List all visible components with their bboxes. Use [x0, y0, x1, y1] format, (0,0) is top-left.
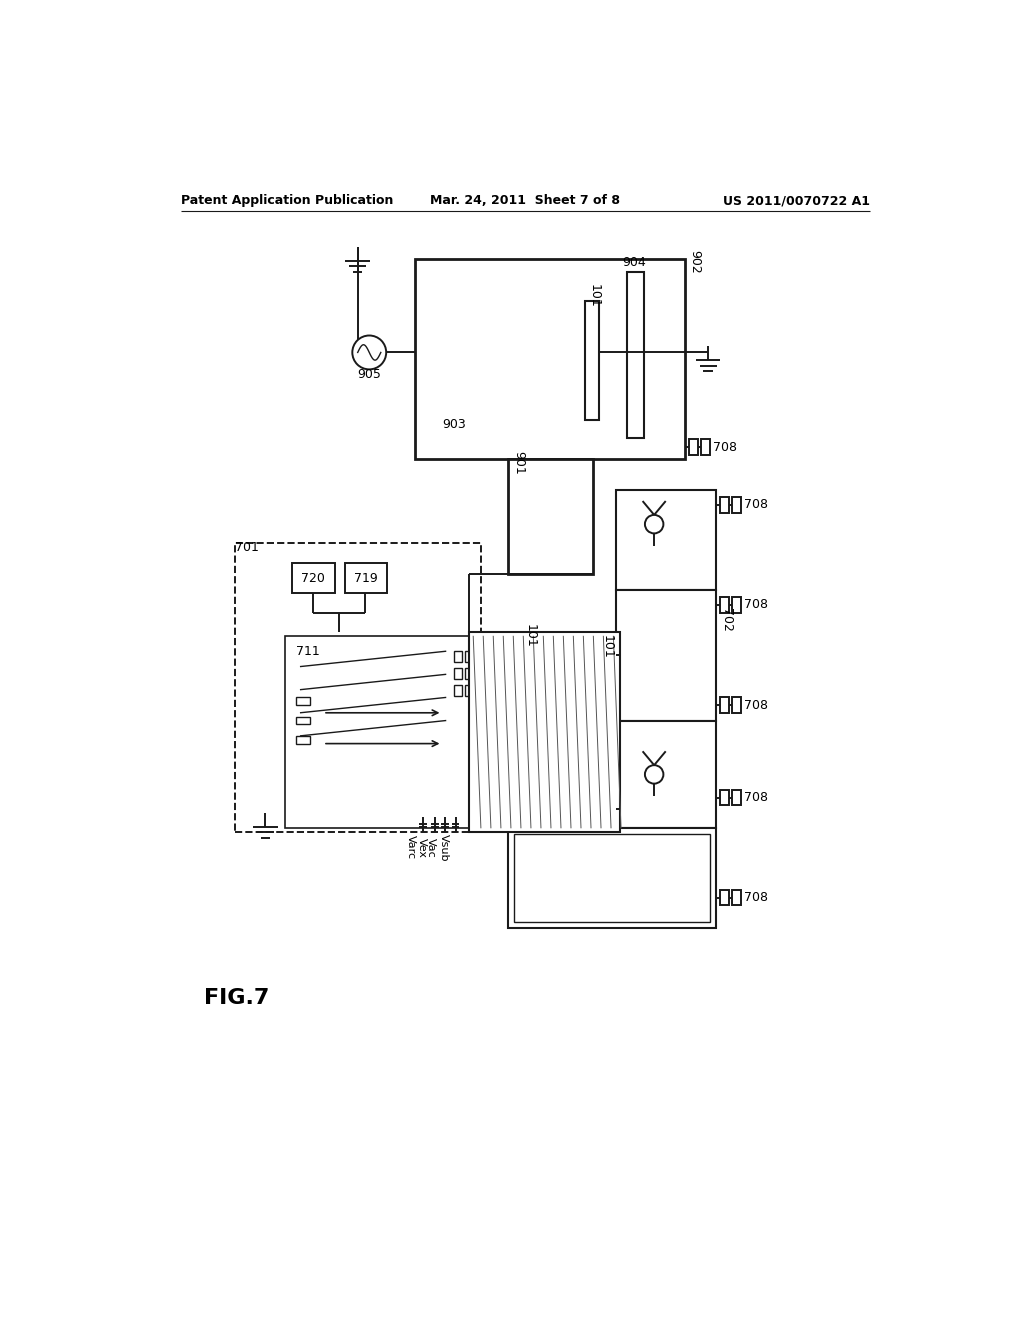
Text: 708: 708: [744, 698, 768, 711]
Text: Patent Application Publication: Patent Application Publication: [180, 194, 393, 207]
Bar: [292, 562, 335, 594]
Bar: [720, 890, 729, 906]
Text: 701: 701: [234, 541, 258, 554]
Bar: [689, 440, 698, 455]
Bar: [732, 697, 741, 713]
Text: Varc: Varc: [407, 836, 416, 859]
Bar: [732, 890, 741, 906]
Bar: [720, 697, 729, 713]
Bar: [285, 636, 469, 829]
Text: 101: 101: [523, 624, 537, 648]
Bar: [701, 440, 711, 455]
Bar: [296, 717, 310, 725]
Bar: [615, 721, 716, 829]
Bar: [454, 651, 462, 663]
Bar: [508, 829, 716, 928]
Bar: [720, 597, 729, 612]
Bar: [465, 685, 472, 696]
Bar: [720, 789, 729, 805]
Text: 708: 708: [744, 891, 768, 904]
Bar: [732, 498, 741, 512]
Bar: [234, 544, 481, 832]
Bar: [628, 272, 644, 438]
Text: 711: 711: [296, 644, 319, 657]
Text: 719: 719: [353, 572, 377, 585]
Text: 904: 904: [622, 256, 645, 269]
Text: 708: 708: [744, 791, 768, 804]
Bar: [296, 697, 310, 705]
Text: 905: 905: [357, 367, 382, 380]
Text: Vsub: Vsub: [438, 834, 449, 862]
Text: US 2011/0070722 A1: US 2011/0070722 A1: [723, 194, 869, 207]
Text: 903: 903: [442, 417, 466, 430]
Bar: [720, 498, 729, 512]
Text: Vac: Vac: [426, 838, 436, 858]
Text: 708: 708: [714, 441, 737, 454]
Circle shape: [645, 515, 664, 533]
Text: 708: 708: [744, 598, 768, 611]
Text: Mar. 24, 2011  Sheet 7 of 8: Mar. 24, 2011 Sheet 7 of 8: [430, 194, 620, 207]
Text: FIG.7: FIG.7: [204, 987, 269, 1007]
Bar: [732, 789, 741, 805]
Bar: [732, 597, 741, 612]
Bar: [465, 668, 472, 678]
Bar: [469, 632, 620, 832]
Text: 901: 901: [512, 450, 525, 474]
Text: Vex: Vex: [417, 838, 427, 858]
Bar: [416, 259, 685, 459]
Text: 101: 101: [600, 635, 613, 659]
Text: 720: 720: [301, 572, 325, 585]
Text: 101: 101: [588, 284, 601, 308]
Bar: [615, 490, 716, 590]
Bar: [454, 685, 462, 696]
Bar: [585, 301, 599, 420]
Text: 708: 708: [744, 499, 768, 511]
Bar: [296, 737, 310, 743]
Text: 902: 902: [688, 251, 701, 275]
Circle shape: [352, 335, 386, 370]
Bar: [508, 459, 593, 574]
Bar: [454, 668, 462, 678]
Bar: [514, 834, 710, 923]
Circle shape: [645, 766, 664, 784]
Bar: [465, 651, 472, 663]
Text: 702: 702: [720, 609, 732, 632]
Bar: [345, 562, 387, 594]
Bar: [615, 590, 716, 721]
